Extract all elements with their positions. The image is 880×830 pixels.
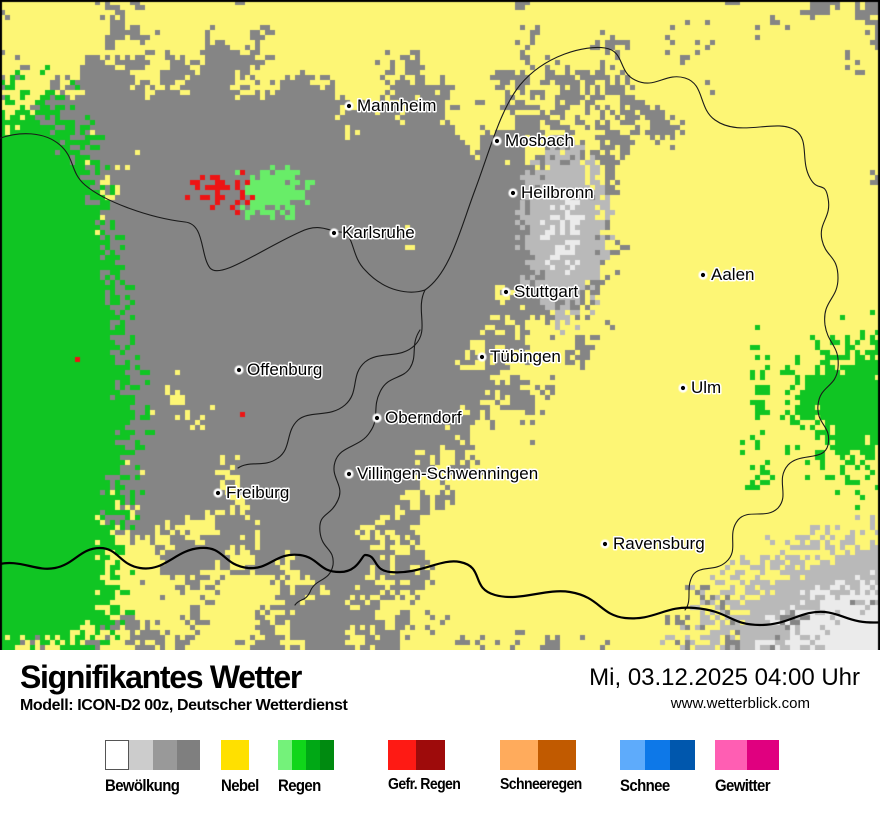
svg-text:Ulm: Ulm <box>691 378 721 397</box>
svg-text:Villingen-Schwenningen: Villingen-Schwenningen <box>357 464 538 483</box>
svg-text:Mosbach: Mosbach <box>505 131 574 150</box>
svg-text:Karlsruhe: Karlsruhe <box>342 223 415 242</box>
svg-text:Mannheim: Mannheim <box>357 96 436 115</box>
svg-text:Ravensburg: Ravensburg <box>613 534 705 553</box>
svg-text:Freiburg: Freiburg <box>226 483 289 502</box>
svg-text:Tübingen: Tübingen <box>490 347 561 366</box>
svg-text:Offenburg: Offenburg <box>247 360 322 379</box>
svg-text:Aalen: Aalen <box>711 265 754 284</box>
svg-text:Stuttgart: Stuttgart <box>514 282 579 301</box>
svg-text:Heilbronn: Heilbronn <box>521 183 594 202</box>
svg-text:Oberndorf: Oberndorf <box>385 408 462 427</box>
